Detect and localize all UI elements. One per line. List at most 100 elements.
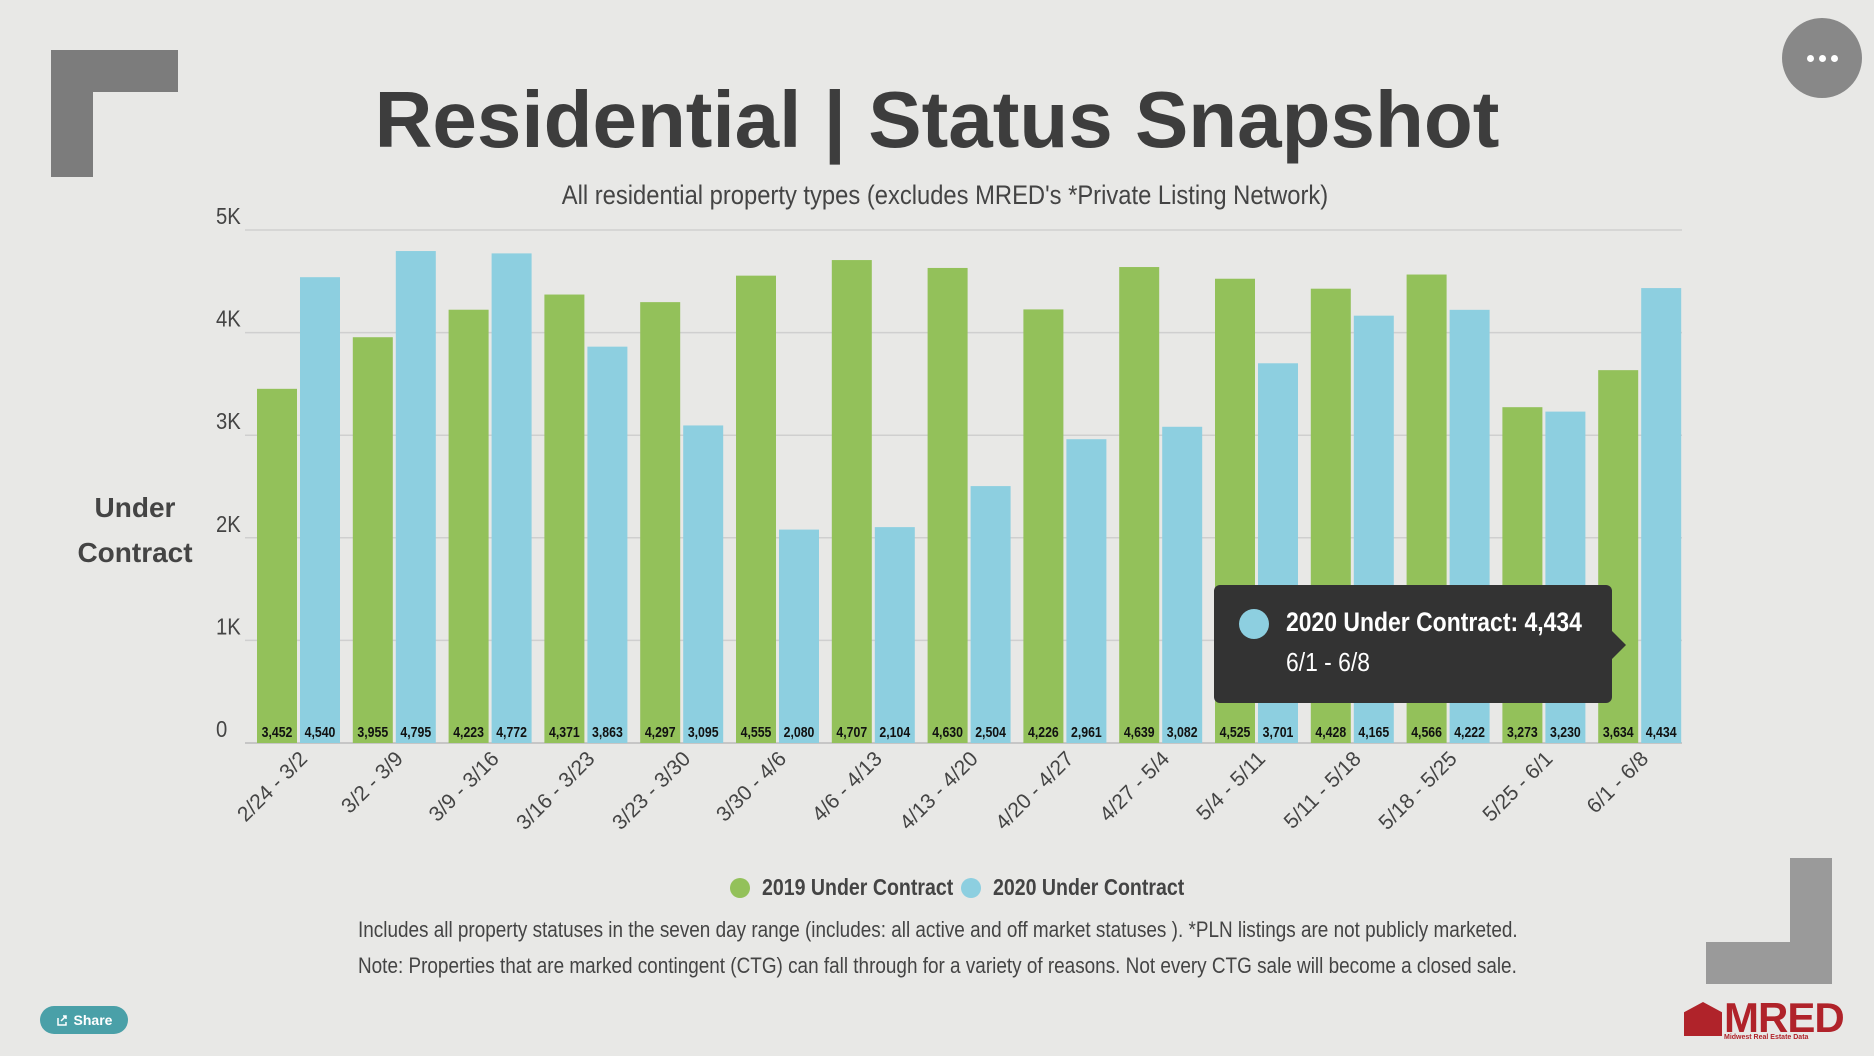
bar-2019	[1119, 267, 1160, 743]
bar-2020	[970, 486, 1011, 743]
bar-2020	[779, 529, 819, 743]
y-tick-label: 1K	[216, 613, 241, 640]
legend-item-2020[interactable]: 2020 Under Contract	[961, 874, 1185, 901]
x-tick-label: 4/13 - 4/20	[895, 747, 982, 834]
tooltip-series-value: 2020 Under Contract: 4,434	[1286, 607, 1582, 637]
share-icon	[56, 1015, 67, 1026]
bar-2019	[831, 260, 872, 743]
bar-2019	[257, 388, 297, 743]
bar-value-label: 3,095	[688, 724, 719, 740]
bar-2020	[1641, 288, 1682, 743]
more-horizontal-icon	[1806, 54, 1838, 62]
page-subtitle: All residential property types (excludes…	[561, 180, 1329, 210]
bar-2020	[395, 251, 436, 743]
bar-2020	[1162, 426, 1203, 743]
x-tick-label: 3/23 - 3/30	[608, 747, 695, 834]
bar-value-label: 4,707	[836, 724, 867, 740]
legend-swatch-2020	[961, 877, 981, 898]
x-tick-label: 5/18 - 5/25	[1374, 747, 1461, 834]
y-axis-label-line2: Contract	[77, 537, 193, 568]
bar-value-label: 4,223	[453, 724, 484, 740]
bar-value-label: 4,630	[932, 724, 963, 740]
bar-value-label: 4,428	[1315, 724, 1346, 740]
y-tick-label: 5K	[216, 203, 241, 230]
chart-tooltip: 2020 Under Contract: 4,434 6/1 - 6/8	[1214, 585, 1626, 703]
x-tick-label: 3/9 - 3/16	[425, 747, 504, 826]
bar-2020	[683, 425, 724, 743]
bar-2020	[874, 527, 915, 743]
x-tick-label: 2/24 - 3/2	[233, 747, 312, 826]
more-options-button[interactable]	[1782, 18, 1862, 98]
bar-value-label: 4,639	[1124, 724, 1155, 740]
bar-2020	[587, 346, 628, 743]
corner-bracket-bottom-right	[1706, 858, 1832, 984]
tooltip-category: 6/1 - 6/8	[1286, 647, 1370, 677]
x-tick-label: 3/16 - 3/23	[512, 747, 599, 834]
bar-value-label: 4,226	[1028, 724, 1059, 740]
x-tick-label: 6/1 - 6/8	[1582, 747, 1653, 818]
bar-value-label: 4,434	[1646, 724, 1677, 740]
x-tick-label: 5/25 - 6/1	[1478, 747, 1557, 826]
legend-label-2019: 2019 Under Contract	[762, 874, 954, 900]
bar-2019	[448, 309, 489, 743]
mred-logo-tagline: Midwest Real Estate Data	[1724, 1034, 1809, 1041]
x-tick-label: 4/20 - 4/27	[991, 747, 1078, 834]
bar-2019	[544, 294, 585, 743]
bar-2019	[1023, 309, 1064, 743]
x-tick-label: 3/2 - 3/9	[337, 747, 408, 818]
mred-logo-mark	[1684, 1002, 1722, 1036]
bar-value-label: 4,297	[645, 724, 676, 740]
share-button[interactable]: Share	[40, 1006, 128, 1034]
tooltip-series-dot	[1239, 609, 1269, 639]
bar-value-label: 3,701	[1263, 724, 1294, 740]
x-tick-label: 3/30 - 4/6	[712, 747, 791, 826]
page-title: Residential | Status Snapshot	[374, 75, 1500, 164]
y-tick-label: 0	[216, 716, 227, 743]
x-tick-label: 4/27 - 5/4	[1095, 747, 1174, 826]
mred-logo-word: MRED	[1724, 994, 1845, 1041]
bar-value-label: 3,955	[357, 724, 388, 740]
footnote-statuses: Includes all property statuses in the se…	[358, 917, 1518, 942]
bar-2020	[491, 253, 532, 743]
bar-2020	[300, 277, 340, 743]
bar-value-label: 4,165	[1358, 724, 1389, 740]
share-label: Share	[73, 1012, 113, 1028]
bar-value-label: 4,795	[400, 724, 431, 740]
bar-value-label: 4,555	[741, 724, 772, 740]
corner-bracket-top-left	[51, 50, 178, 177]
bar-value-label: 4,222	[1454, 724, 1485, 740]
bar-2019	[640, 302, 681, 743]
bar-value-label: 4,772	[496, 724, 527, 740]
bar-2019	[927, 267, 968, 743]
bar-2019	[736, 275, 776, 743]
bar-value-label: 4,525	[1220, 724, 1251, 740]
legend-item-2019[interactable]: 2019 Under Contract	[730, 874, 954, 901]
bar-value-label: 3,273	[1507, 724, 1538, 740]
legend-swatch-2019	[730, 877, 750, 898]
bar-value-label: 3,863	[592, 724, 623, 740]
y-tick-label: 2K	[216, 511, 241, 538]
bar-value-label: 2,961	[1071, 724, 1102, 740]
bar-2020	[1066, 439, 1107, 743]
y-axis-label: Under Contract	[70, 485, 200, 575]
x-tick-label: 5/11 - 5/18	[1280, 747, 1366, 833]
bar-value-label: 4,566	[1411, 724, 1442, 740]
bar-value-label: 3,230	[1550, 724, 1581, 740]
bar-value-label: 2,104	[879, 724, 910, 740]
legend-label-2020: 2020 Under Contract	[993, 874, 1185, 900]
chart-legend: 2019 Under Contract 2020 Under Contract	[730, 874, 1192, 901]
x-tick-label: 4/6 - 4/13	[808, 747, 887, 826]
bar-value-label: 2,504	[975, 724, 1006, 740]
footnote-contingent: Note: Properties that are marked conting…	[358, 953, 1517, 978]
bar-value-label: 2,080	[784, 724, 815, 740]
y-tick-label: 3K	[216, 408, 241, 435]
bar-value-label: 4,371	[549, 724, 580, 740]
bar-value-label: 4,540	[305, 724, 336, 740]
bar-2019	[352, 337, 393, 743]
y-tick-label: 4K	[216, 305, 241, 332]
x-tick-label: 5/4 - 5/11	[1192, 747, 1270, 825]
bar-value-label: 3,082	[1167, 724, 1198, 740]
bar-value-label: 3,452	[262, 724, 293, 740]
y-axis-label-line1: Under	[94, 492, 176, 523]
mred-logo: MRED Midwest Real Estate Data	[1684, 994, 1845, 1042]
